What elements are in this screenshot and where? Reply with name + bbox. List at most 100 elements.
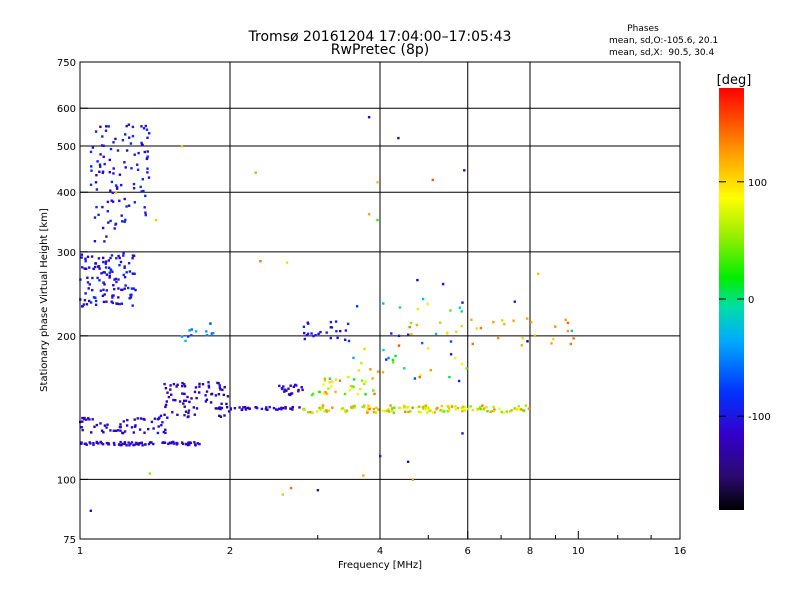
data-point bbox=[175, 385, 178, 388]
data-point bbox=[131, 304, 134, 307]
data-point bbox=[254, 171, 257, 174]
data-point bbox=[238, 406, 241, 409]
data-point bbox=[112, 172, 115, 175]
data-point bbox=[265, 406, 268, 409]
data-point bbox=[328, 377, 332, 380]
data-point bbox=[431, 178, 434, 182]
data-point bbox=[280, 406, 283, 410]
data-point bbox=[327, 409, 331, 412]
data-point bbox=[347, 375, 350, 379]
data-point bbox=[119, 440, 122, 444]
data-point bbox=[214, 394, 218, 397]
data-point bbox=[109, 189, 112, 192]
data-point bbox=[161, 421, 164, 424]
data-point bbox=[122, 420, 125, 423]
data-point bbox=[417, 410, 421, 413]
data-point bbox=[132, 182, 136, 186]
y-tick-label: 200 bbox=[57, 332, 76, 343]
data-point bbox=[164, 428, 167, 431]
data-point bbox=[343, 392, 347, 396]
data-point bbox=[465, 367, 468, 370]
data-point bbox=[192, 406, 195, 409]
data-point bbox=[98, 163, 102, 166]
data-point bbox=[121, 288, 124, 292]
data-point bbox=[348, 389, 351, 392]
data-point bbox=[125, 124, 128, 128]
data-point bbox=[81, 428, 84, 432]
data-point bbox=[148, 472, 152, 475]
data-point bbox=[411, 406, 414, 409]
data-point bbox=[278, 384, 281, 388]
data-point bbox=[460, 362, 464, 366]
data-point bbox=[133, 418, 136, 421]
data-point bbox=[372, 407, 376, 411]
data-point bbox=[116, 149, 120, 152]
data-point bbox=[144, 213, 147, 217]
y-tick-label: 100 bbox=[57, 475, 76, 486]
data-point bbox=[118, 256, 121, 260]
data-point bbox=[512, 319, 515, 322]
data-point bbox=[317, 332, 320, 335]
data-point bbox=[274, 408, 278, 411]
data-point bbox=[132, 187, 136, 190]
data-point bbox=[107, 259, 110, 262]
y-tick-label: 75 bbox=[63, 535, 76, 546]
data-point bbox=[92, 267, 95, 270]
data-point bbox=[130, 426, 134, 429]
data-point bbox=[193, 413, 196, 416]
data-point bbox=[476, 408, 479, 411]
data-point bbox=[119, 260, 123, 264]
data-point bbox=[481, 404, 484, 407]
data-point bbox=[100, 272, 103, 275]
data-point bbox=[298, 406, 301, 409]
data-point bbox=[338, 379, 342, 382]
data-point bbox=[421, 405, 425, 409]
data-point bbox=[281, 493, 284, 496]
data-point bbox=[207, 381, 210, 384]
data-point bbox=[156, 431, 160, 435]
data-point bbox=[310, 332, 313, 335]
data-point bbox=[122, 252, 125, 255]
data-point bbox=[379, 454, 382, 458]
data-point bbox=[441, 409, 444, 412]
data-point bbox=[102, 256, 105, 260]
data-point bbox=[125, 271, 128, 274]
data-point bbox=[276, 408, 279, 411]
data-point bbox=[154, 218, 158, 222]
data-point bbox=[131, 272, 134, 275]
data-point bbox=[219, 388, 222, 391]
data-point bbox=[184, 399, 188, 402]
data-point bbox=[322, 392, 326, 395]
data-point bbox=[186, 415, 189, 419]
data-point bbox=[101, 170, 105, 173]
data-point bbox=[247, 406, 250, 410]
data-point bbox=[170, 393, 173, 396]
data-point bbox=[123, 442, 127, 446]
data-point bbox=[419, 411, 423, 414]
data-point bbox=[385, 409, 388, 413]
data-point bbox=[421, 297, 425, 301]
data-point bbox=[240, 408, 243, 412]
data-point bbox=[216, 407, 220, 410]
data-point bbox=[89, 509, 92, 512]
data-point bbox=[356, 392, 360, 396]
data-point bbox=[87, 287, 90, 290]
data-point bbox=[497, 336, 500, 340]
data-point bbox=[143, 150, 146, 154]
data-point bbox=[291, 408, 294, 411]
data-point bbox=[95, 423, 99, 427]
data-point bbox=[167, 395, 171, 399]
data-point bbox=[501, 319, 504, 322]
data-point bbox=[98, 170, 101, 173]
data-point bbox=[101, 135, 104, 138]
data-point bbox=[136, 163, 139, 166]
data-point bbox=[329, 336, 332, 340]
data-point bbox=[103, 424, 107, 427]
data-point bbox=[524, 404, 528, 407]
data-point bbox=[105, 300, 108, 303]
data-point bbox=[146, 136, 149, 139]
data-point bbox=[112, 429, 115, 432]
data-point bbox=[209, 401, 213, 404]
data-point bbox=[248, 407, 251, 410]
data-point bbox=[117, 296, 120, 299]
